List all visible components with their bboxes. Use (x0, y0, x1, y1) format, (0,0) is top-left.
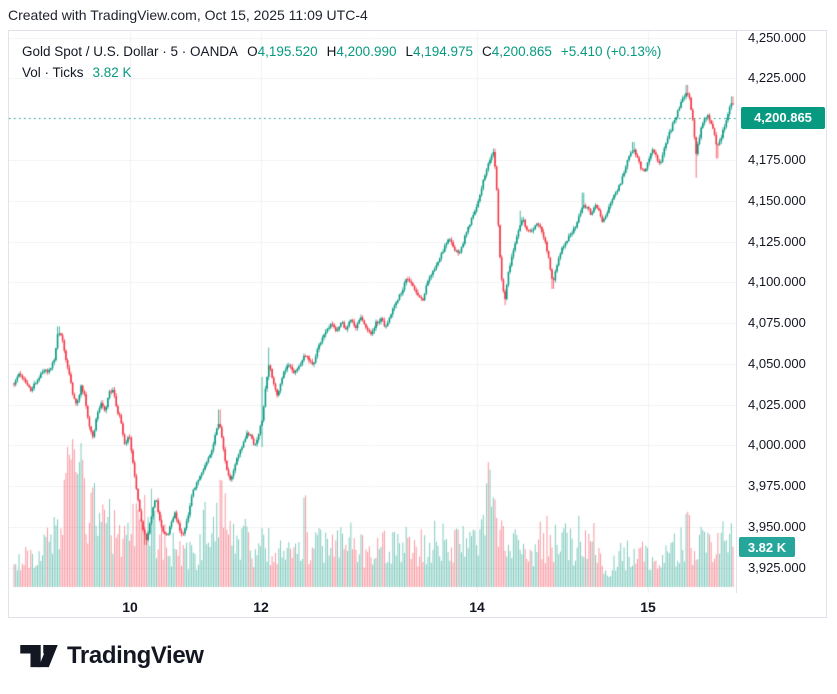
price-tick-label: 4,250.000 (748, 29, 806, 45)
volume-label: Vol · Ticks (22, 65, 84, 80)
price-tick-label: 4,075.000 (748, 315, 806, 331)
legend-symbol-row: Gold Spot / U.S. Dollar · 5 · OANDA O4,19… (22, 41, 661, 62)
time-tick-label: 15 (640, 599, 656, 615)
time-tick-label: 12 (253, 599, 269, 615)
change-value: +5.410 (+0.13%) (560, 44, 662, 59)
price-tick-label: 4,225.000 (748, 70, 806, 86)
price-tick-label: 3,950.000 (748, 518, 806, 534)
price-tick-label: 4,125.000 (748, 233, 806, 249)
chart-legend: Gold Spot / U.S. Dollar · 5 · OANDA O4,19… (22, 41, 661, 83)
time-tick-label: 10 (122, 599, 138, 615)
price-tick-label: 4,050.000 (748, 355, 806, 371)
attribution-text: Created with TradingView.com, Oct 15, 20… (8, 7, 368, 23)
ohlc-low: L4,194.975 (405, 44, 474, 59)
price-chart-canvas[interactable] (9, 31, 736, 593)
tradingview-wordmark: TradingView (67, 642, 204, 669)
ohlc-open: O4,195.520 (247, 44, 318, 59)
time-tick-label: 14 (469, 599, 485, 615)
price-tick-label: 4,150.000 (748, 192, 806, 208)
ohlc-high: H4,200.990 (326, 44, 397, 59)
price-axis[interactable]: 4,200.865 3.82 K 4,250.000 4,225.000 4,175… (736, 29, 827, 593)
tradingview-brand[interactable]: TradingView (20, 642, 204, 670)
price-tick-label: 3,975.000 (748, 478, 806, 494)
price-tick-label: 4,175.000 (748, 152, 806, 167)
price-tick-label: 4,000.000 (748, 437, 806, 453)
time-axis[interactable]: 10 12 14 15 (9, 593, 736, 618)
last-price-badge: 4,200.865 (741, 106, 825, 129)
price-tick-label: 4,100.000 (748, 274, 806, 290)
price-tick-label: 4,025.000 (748, 396, 806, 412)
volume-badge: 3.82 K (739, 537, 795, 557)
tradingview-logo-icon (20, 644, 58, 667)
volume-value: 3.82 K (92, 65, 132, 80)
symbol-title: Gold Spot / U.S. Dollar · 5 · OANDA (22, 44, 239, 59)
chart-frame: Gold Spot / U.S. Dollar · 5 · OANDA O4,19… (8, 30, 827, 618)
price-tick-label: 3,925.000 (748, 559, 806, 575)
ohlc-close: C4,200.865 (482, 44, 552, 59)
legend-volume-row: Vol · Ticks 3.82 K (22, 62, 661, 83)
